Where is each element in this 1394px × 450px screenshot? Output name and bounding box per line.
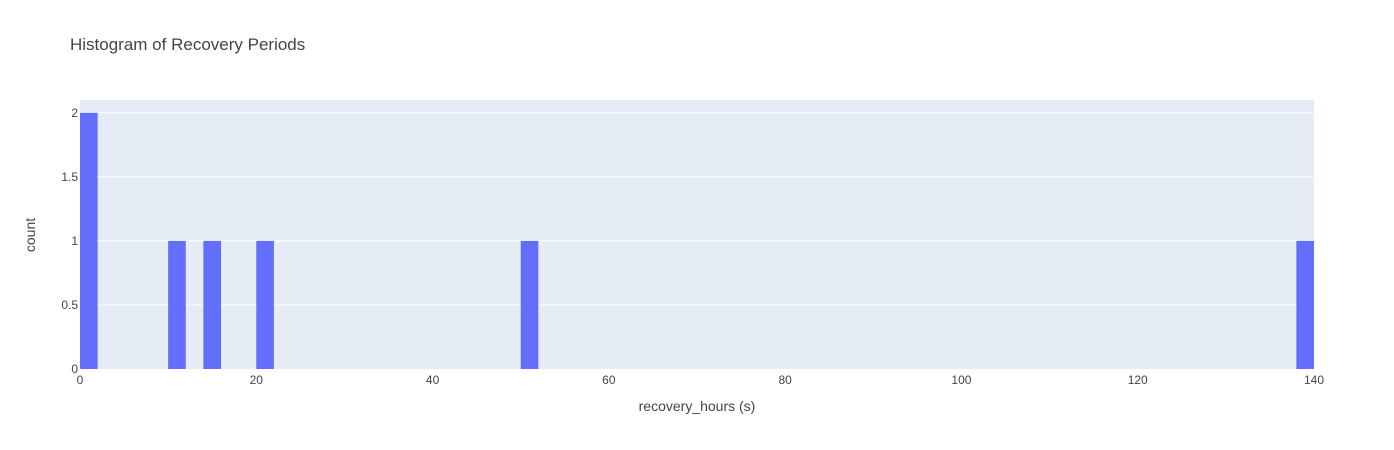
x-tick-label: 120 — [1128, 373, 1148, 387]
y-tick-label: 0 — [71, 362, 78, 376]
y-axis-title: count — [22, 218, 38, 252]
x-axis-title: recovery_hours (s) — [639, 398, 756, 414]
x-tick-label: 100 — [951, 373, 971, 387]
x-tick-label: 60 — [602, 373, 616, 387]
y-tick-label: 1.5 — [61, 170, 78, 184]
chart-title: Histogram of Recovery Periods — [70, 35, 305, 54]
x-tick-label: 80 — [778, 373, 792, 387]
plot-area — [80, 100, 1314, 369]
grid-lines — [80, 112, 1314, 306]
histogram-bar[interactable] — [203, 240, 222, 369]
bars — [80, 112, 1314, 370]
x-tick-label: 0 — [77, 373, 84, 387]
y-tick-label: 0.5 — [61, 298, 78, 312]
x-tick-label: 20 — [250, 373, 264, 387]
x-axis-ticks: 0 20 40 60 80 100 120 140 — [77, 373, 1325, 387]
y-tick-label: 1 — [71, 234, 78, 248]
histogram-bar[interactable] — [168, 240, 186, 369]
histogram-bar[interactable] — [1296, 240, 1314, 369]
x-tick-label: 40 — [426, 373, 440, 387]
x-tick-label: 140 — [1304, 373, 1324, 387]
histogram-bar[interactable] — [256, 240, 274, 369]
y-tick-label: 2 — [71, 106, 78, 120]
histogram-bar[interactable] — [520, 240, 539, 369]
y-axis-ticks: 0 0.5 1 1.5 2 — [61, 106, 78, 376]
histogram-bar[interactable] — [80, 112, 98, 370]
